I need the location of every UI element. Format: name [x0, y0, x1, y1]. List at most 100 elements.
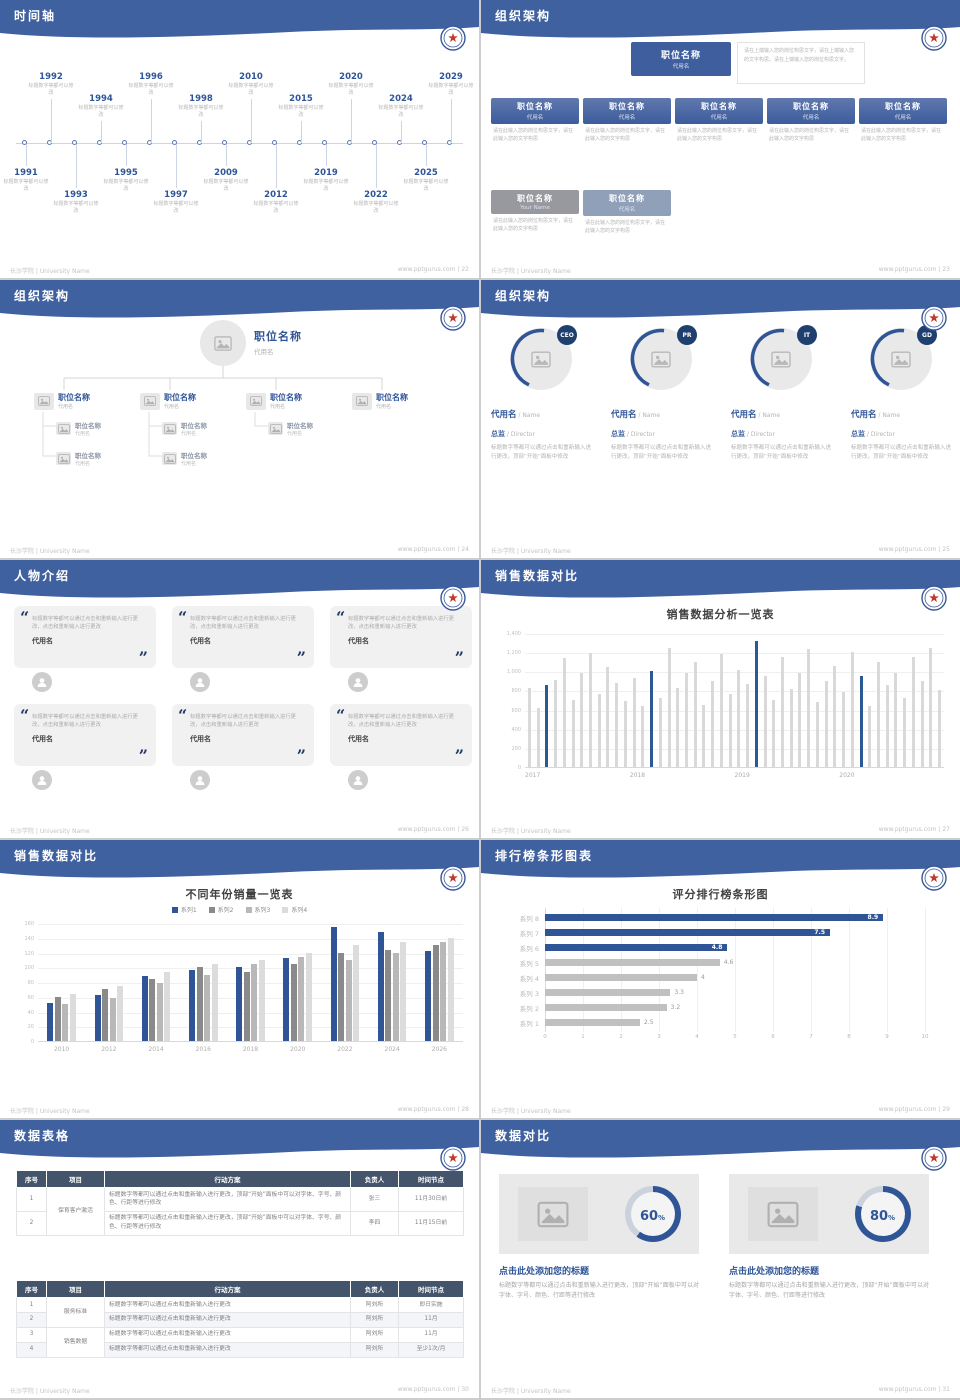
member-badge: IT [797, 325, 817, 345]
bar [554, 679, 558, 767]
org-sub-box: 职位名称 Your Name [491, 190, 579, 214]
role-title: 职位名称 [793, 102, 829, 111]
timeline-caption: 标题数字等都可以修改 [203, 178, 249, 192]
org-node-text: 职位名称 代用名 [270, 392, 302, 410]
bar [580, 673, 584, 767]
slide-28-sales-series[interactable]: 销售数据对比 不同年份销量一览表 系列1 系列2 系列3 系列4 0 20 40 60 80 100 1… [0, 840, 479, 1118]
slide-24-org-tree[interactable]: 组织架构 职位名称 代用名 职位名称 代用名 职位名称 代用名 职位名称 代用名 职位名称 代用名职… [0, 280, 479, 558]
slide-22-timeline[interactable]: 时间轴 1991 标题数字等都可以修改 1992 标题数字等都可以修改 1993 标题数字等… [0, 0, 479, 278]
value-label: 4 [701, 974, 705, 981]
bar [305, 952, 312, 1041]
gridline [38, 968, 463, 970]
member-role: 总监 [611, 430, 625, 438]
gridline [659, 908, 660, 1032]
donut-percent: 80 [869, 1208, 889, 1224]
footer-page-number: 25 [942, 546, 950, 553]
person-name: 代用名 [190, 636, 211, 645]
cell-time: 11月 [398, 1311, 464, 1328]
timeline-node [222, 139, 227, 145]
slide-29-ranking[interactable]: 排行榜条形图表 评分排行榜条形图 0 1 2 3 4 5 6 7 8 9 10 系列 8 8.9 系列 7 7.… [481, 840, 960, 1118]
timeline-connector [301, 120, 302, 143]
table-row: 2 标题数字等都可以通过点击和重新输入进行更改，顶部“开始”面板中可以对字体、字号… [16, 1210, 464, 1236]
x-tick-label: 2017 [525, 772, 541, 779]
separator: / [756, 412, 763, 419]
member-name: 代用名 [731, 410, 757, 420]
timeline-year: 2012 [264, 189, 288, 200]
y-tick-label: 60 [27, 994, 34, 1001]
timeline-year: 2025 [414, 167, 438, 178]
bar [330, 926, 337, 1041]
slide-27-sales-bars[interactable]: 销售数据对比 销售数据分析一览表 0 200 400 600 800 1,000 1,200 1,… [481, 560, 960, 838]
timeline-year: 1992 [39, 71, 63, 82]
member-photo: GD [870, 325, 937, 390]
role-title: 职位名称 [287, 422, 313, 430]
slide-25-org-roles[interactable]: 组织架构 CEO 代用名 / Name 总监 / Director 标题数字等都可以通过… [481, 280, 960, 558]
bar [545, 1018, 640, 1026]
legend-swatch [282, 906, 289, 913]
role-title: 职位名称 [517, 102, 553, 111]
slide-30-tables[interactable]: 数据表格 序号 项目 行动方案 负责人 时间节点 1 保育客户激活 标题数字等都可以通过点击和重… [0, 1120, 479, 1398]
member-name-line: 代用名 / Name [491, 402, 591, 421]
org-branch: 职位名称 代用名 请在此输入您的岗位构思文字，请在此输入您的文字构思 [583, 98, 671, 144]
slide-31-compare[interactable]: 数据对比 60% 点击此处添加您的标题 标题数字等都可以通过点击和重新输入进行更改，顶… [481, 1120, 960, 1398]
timeline-node [272, 139, 277, 145]
university-logo-icon [921, 1145, 947, 1171]
footer-page-number: 29 [942, 1106, 950, 1113]
slide-title: 销售数据对比 [14, 849, 99, 863]
bar [204, 974, 211, 1041]
quote-card: “标题数字等都可以通过点击和重新输入进行更改，点击和重新输入进行更改 代用名 ” [330, 704, 472, 766]
separator: / [636, 412, 643, 419]
timeline-caption: 标题数字等都可以修改 [3, 178, 49, 192]
timeline-node [72, 139, 77, 145]
footer-university: 长沙学院 | University Name [10, 1388, 90, 1395]
panel-desc: 标题数字等都可以通过点击和重新输入进行更改，顶部“开始”面板中可以对字体、字号、… [499, 1282, 699, 1299]
column-header: 项目 [46, 1280, 105, 1298]
timeline-year: 1996 [139, 71, 163, 82]
bar [877, 661, 881, 767]
footer-page-number: 24 [461, 546, 469, 553]
org-sub-branch: 职位名称 代用名 请在此输入您的岗位构思文字，请在此输入您的文字构思 [583, 190, 671, 236]
bar [400, 942, 407, 1041]
slide-body: 1991 标题数字等都可以修改 1992 标题数字等都可以修改 1993 标题数字等都可以… [0, 40, 479, 263]
slide-23-org-structure[interactable]: 组织架构 职位名称 代用名 请在上端输入您的岗位构思文字，请在上端输入您的文字构思。请… [481, 0, 960, 278]
slide-26-people[interactable]: 人物介绍 “标题数字等都可以通过点击和重新输入进行更改，点击和重新输入进行更改 代用… [0, 560, 479, 838]
footer-page: www.pptgurus.com | 23 [879, 266, 950, 275]
role-name: 代用名 [75, 431, 91, 437]
org-node: 职位名称 代用名 [140, 392, 196, 410]
footer-university: 长沙学院 | University Name [10, 1108, 90, 1115]
slide-title: 数据表格 [14, 1129, 71, 1143]
quote-open-icon: “ [336, 608, 346, 627]
bar [545, 1003, 667, 1011]
avatar-icon [32, 770, 52, 790]
bar [290, 964, 297, 1041]
timeline-item: 2029 标题数字等都可以修改 [428, 72, 474, 97]
legend-item: 系列2 [208, 905, 234, 914]
bar [69, 993, 76, 1041]
bar [117, 986, 124, 1041]
member-info: 代用名 / Name 总监 / Director 标题数字等都可以通过点击和重新输入… [611, 402, 711, 462]
slide-title: 组织架构 [495, 9, 552, 23]
role-name: 代用名 [618, 207, 636, 213]
chart-title: 评分排行榜条形图 [672, 888, 769, 901]
footer-separator: | [936, 826, 943, 833]
image-placeholder-icon [268, 422, 283, 435]
footer-site: www.pptgurus.com [878, 546, 937, 553]
slide-footer: 长沙学院 | University Name www.pptgurus.com |… [10, 1386, 469, 1395]
x-tick-label: 2 [619, 1034, 623, 1040]
bar [545, 928, 830, 936]
gridline [38, 1027, 463, 1029]
slide-header: 时间轴 [0, 0, 479, 46]
image-placeholder-icon [56, 422, 71, 435]
x-tick-label: 2024 [384, 1046, 400, 1053]
timeline-item: 2024 标题数字等都可以修改 [378, 94, 424, 119]
timeline-connector [326, 143, 327, 166]
university-logo-icon [440, 865, 466, 891]
column-header: 负责人 [350, 1280, 399, 1298]
image-placeholder-icon [162, 422, 177, 435]
quote-card: “标题数字等都可以通过点击和重新输入进行更改，点击和重新输入进行更改 代用名 ” [14, 704, 156, 766]
avatar-icon [190, 672, 210, 692]
footer-page: www.pptgurus.com | 29 [879, 1106, 950, 1115]
org-sub-desc: 请在此输入您的岗位构思文字，请在此输入您的文字构思 [585, 220, 666, 234]
member-name-line: 代用名 / Name [611, 402, 711, 421]
timeline-year: 2022 [364, 189, 388, 200]
